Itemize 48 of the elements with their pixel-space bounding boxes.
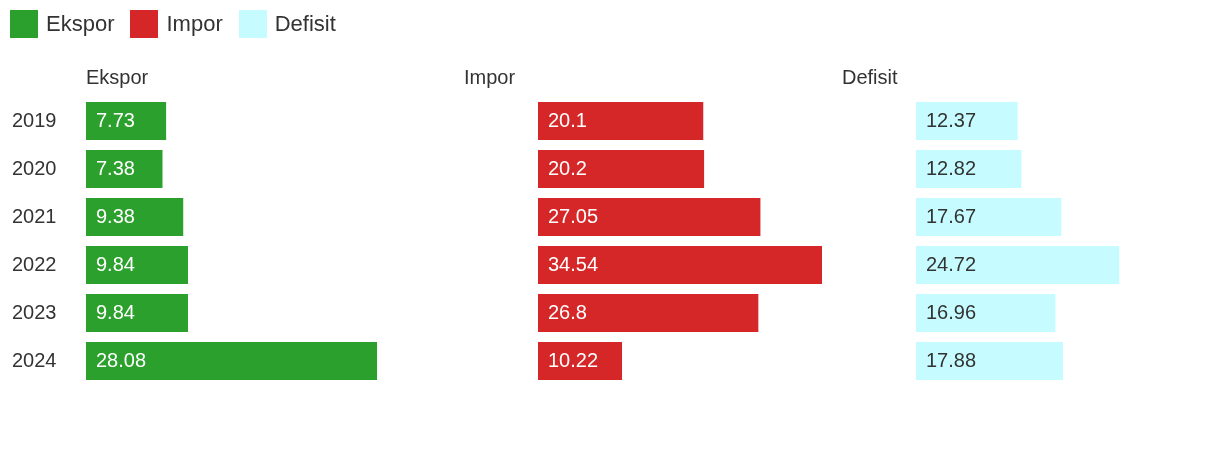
data-label: 7.38 bbox=[96, 156, 135, 179]
bar bbox=[538, 246, 822, 284]
y-tick-label: 2020 bbox=[12, 156, 57, 179]
bar bbox=[538, 198, 761, 236]
data-label: 9.84 bbox=[96, 252, 135, 275]
y-tick-label: 2023 bbox=[12, 300, 57, 323]
bar bbox=[86, 294, 188, 332]
bar bbox=[916, 294, 1056, 332]
bar bbox=[538, 342, 623, 380]
bar bbox=[86, 102, 167, 140]
data-label: 9.38 bbox=[96, 204, 135, 227]
data-label: 26.8 bbox=[548, 300, 587, 323]
chart-title: Impor bbox=[464, 65, 517, 90]
legend-label: Defisit bbox=[274, 11, 336, 37]
data-label: 24.72 bbox=[926, 252, 977, 275]
data-label: 12.37 bbox=[926, 108, 977, 131]
bar bbox=[86, 246, 188, 284]
data-label: 9.84 bbox=[96, 300, 135, 323]
bar bbox=[538, 102, 704, 140]
legend-label: Impor bbox=[166, 11, 223, 37]
bar bbox=[538, 294, 759, 332]
data-label: 7.73 bbox=[96, 108, 135, 131]
data-label: 10.22 bbox=[548, 348, 599, 371]
bar bbox=[916, 150, 1022, 188]
bar bbox=[916, 102, 1018, 140]
data-label: 16.96 bbox=[926, 300, 977, 323]
bar bbox=[86, 150, 163, 188]
data-label: 28.08 bbox=[96, 348, 147, 371]
bar bbox=[916, 246, 1120, 284]
y-tick-label: 2024 bbox=[12, 348, 57, 371]
bar bbox=[538, 150, 705, 188]
data-label: 17.88 bbox=[926, 348, 977, 371]
data-label: 27.05 bbox=[548, 204, 599, 227]
chart-title: Ekspor bbox=[85, 65, 150, 90]
chart-title: Defisit bbox=[842, 65, 899, 90]
y-tick-label: 2019 bbox=[12, 108, 57, 131]
data-label: 20.1 bbox=[548, 108, 587, 131]
data-label: 12.82 bbox=[926, 156, 977, 179]
y-tick-label: 2021 bbox=[12, 204, 57, 227]
data-label: 34.54 bbox=[548, 252, 599, 275]
bar bbox=[86, 198, 184, 236]
bar bbox=[916, 198, 1062, 236]
y-tick-label: 2022 bbox=[12, 252, 57, 275]
data-label: 17.67 bbox=[926, 204, 977, 227]
data-label: 20.2 bbox=[548, 156, 587, 179]
bar bbox=[86, 342, 378, 380]
legend-label: Ekspor bbox=[46, 11, 115, 37]
bar bbox=[916, 342, 1064, 380]
